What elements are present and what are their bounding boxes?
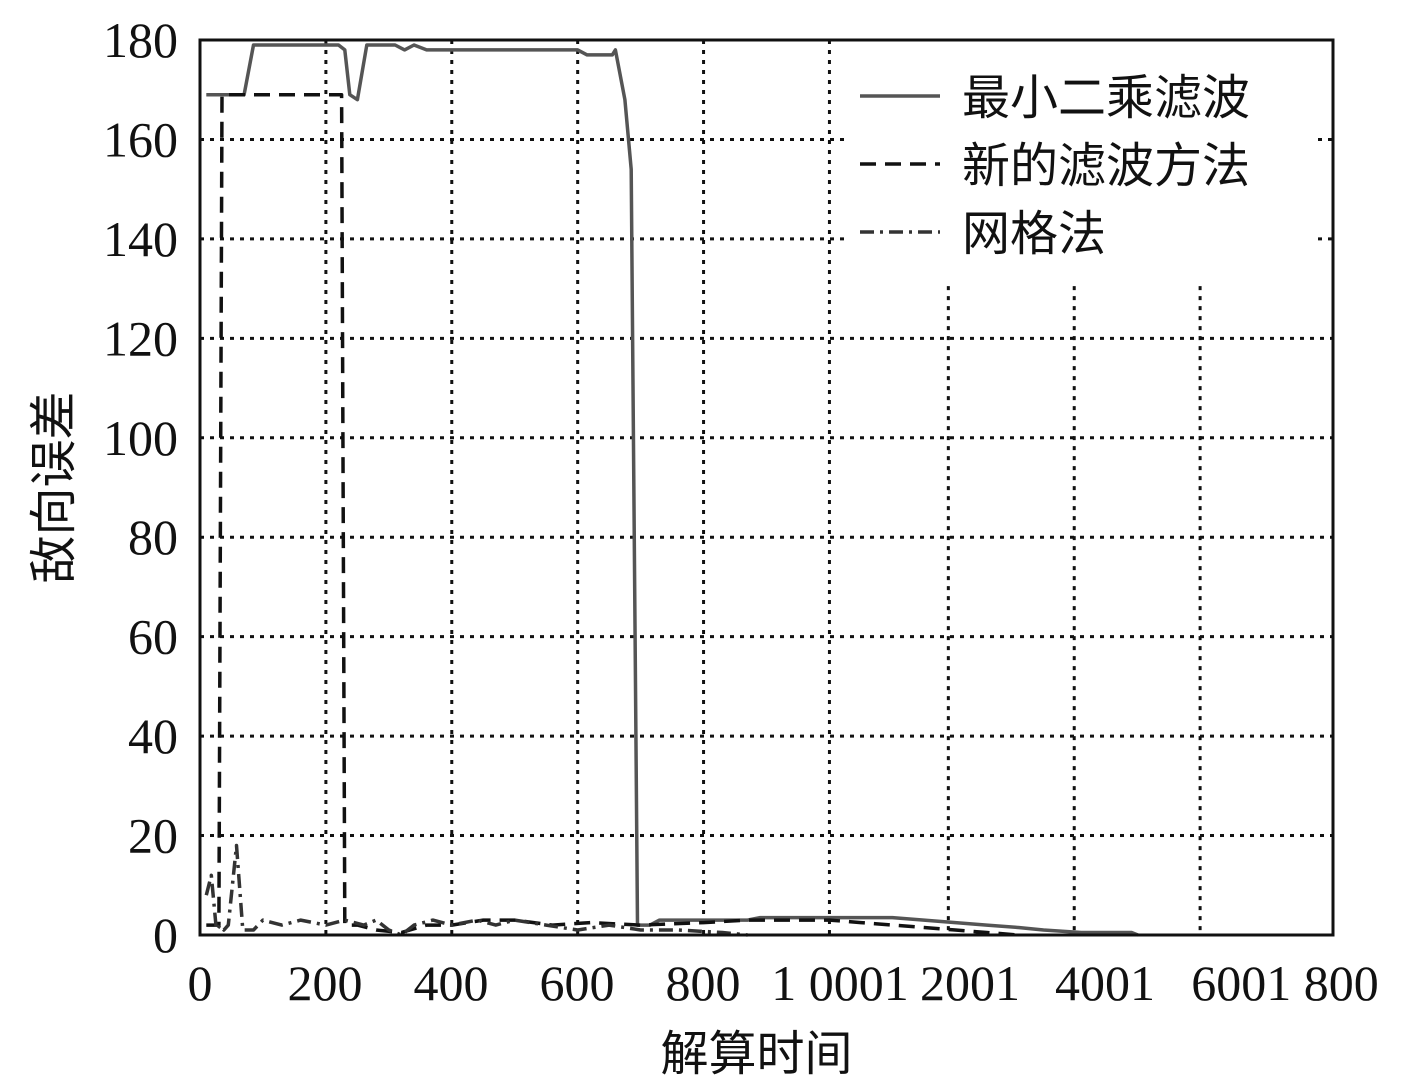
y-tick-label: 100	[103, 410, 178, 466]
y-tick-label: 40	[128, 708, 178, 764]
x-tick-label: 6001 800	[1191, 955, 1379, 1011]
y-tick-label: 120	[103, 310, 178, 366]
legend-label: 网格法	[962, 206, 1106, 262]
series-line-2	[206, 92, 1019, 937]
x-axis-label: 解算时间	[660, 1026, 852, 1082]
x-tick-label: 1 0001	[771, 955, 909, 1011]
series-line-3	[204, 843, 748, 937]
x-tick-label: 200	[288, 955, 363, 1011]
y-tick-label: 140	[103, 211, 178, 267]
series-lines	[204, 43, 1139, 937]
legend-label: 新的滤波方法	[962, 138, 1250, 194]
series-line-1	[206, 43, 1139, 937]
y-axis-label: 敌向误差	[26, 391, 82, 583]
y-tick-label: 20	[128, 808, 178, 864]
x-tick-label: 0	[188, 955, 213, 1011]
x-tick-label: 600	[540, 955, 615, 1011]
tick-labels: 0 20 40 60 80 100 120 140 160 180 0 200 400 600 800 1 0…	[103, 12, 1379, 1011]
y-tick-label: 160	[103, 111, 178, 167]
x-tick-label: 800	[666, 955, 741, 1011]
y-tick-label: 60	[128, 609, 178, 665]
x-tick-label: 2001	[920, 955, 1020, 1011]
plot-frame	[198, 38, 1335, 937]
legend-label: 最小二乘滤波	[962, 70, 1250, 126]
y-tick-label: 180	[103, 12, 178, 68]
x-tick-label: 4001	[1055, 955, 1155, 1011]
x-tick-label: 400	[414, 955, 489, 1011]
grid	[200, 40, 1333, 935]
y-tick-label: 0	[153, 907, 178, 963]
y-tick-label: 80	[128, 509, 178, 565]
